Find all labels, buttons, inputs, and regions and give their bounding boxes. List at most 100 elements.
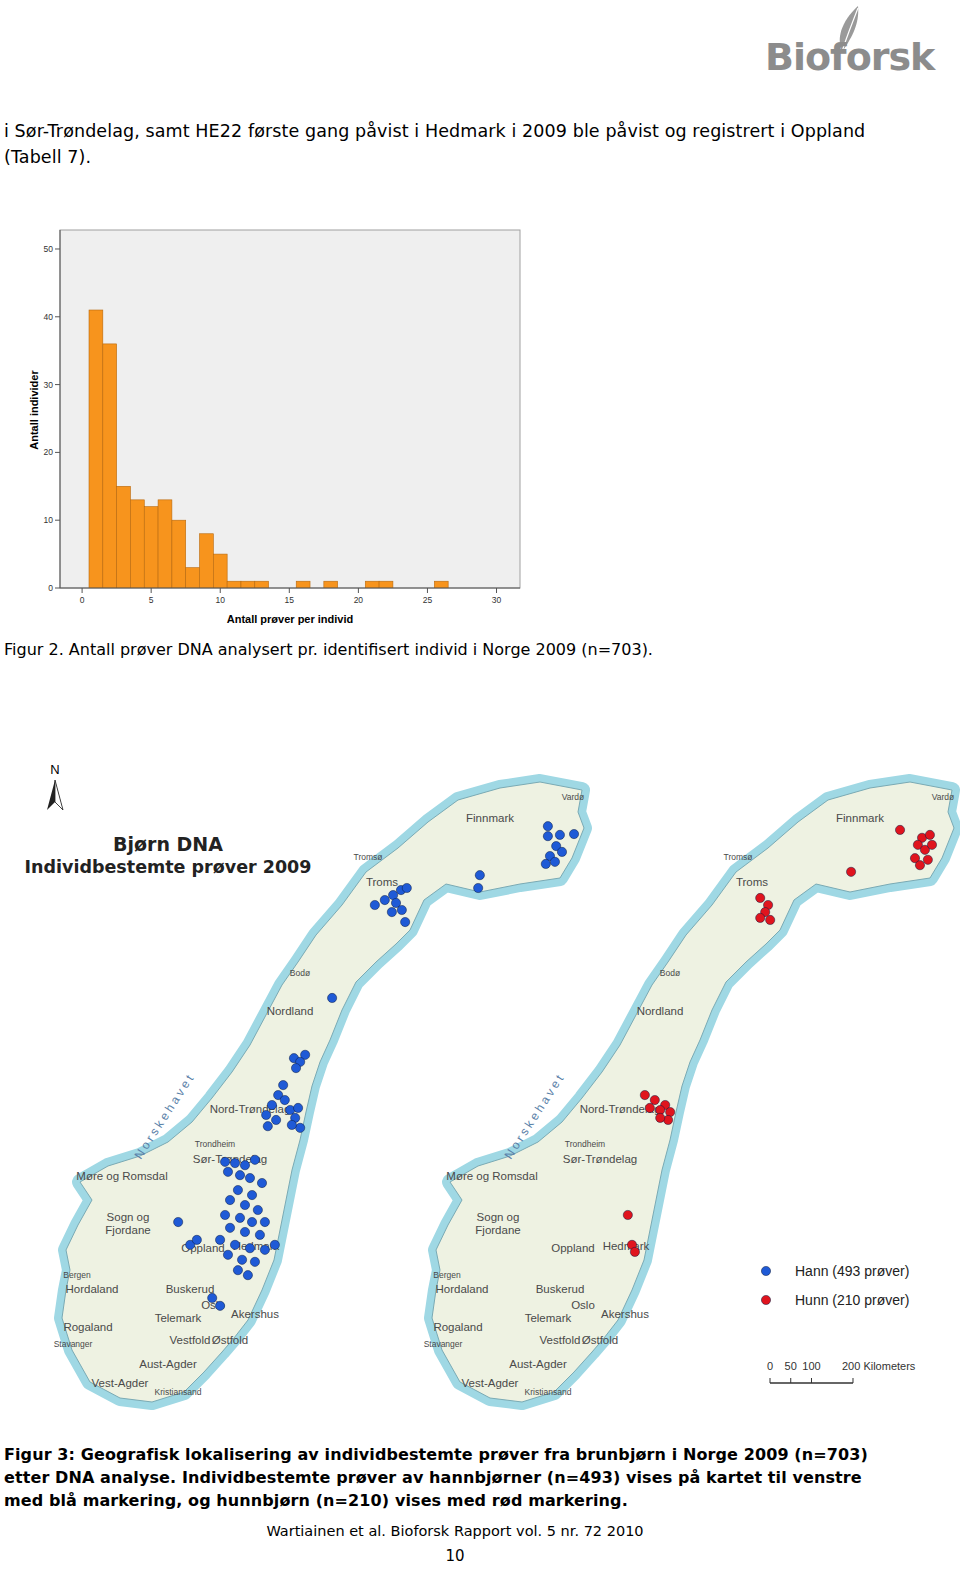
scale-bar-tick <box>770 1378 771 1383</box>
plot-area <box>60 230 520 588</box>
sample-point <box>756 913 765 922</box>
place-label: Tromsø <box>354 852 383 862</box>
figure-caption: Figur 3: Geografisk lokalisering av indi… <box>4 1443 904 1512</box>
scale-bar-tick <box>852 1378 853 1383</box>
sample-point <box>541 859 550 868</box>
sample-point <box>237 1255 246 1264</box>
x-tick <box>289 588 290 593</box>
sample-point <box>271 1115 280 1124</box>
sample-point <box>397 905 406 914</box>
sample-point <box>543 832 552 841</box>
y-tick <box>55 520 60 521</box>
x-tick-label: 15 <box>285 595 295 605</box>
bar <box>130 500 144 588</box>
sample-point <box>756 893 765 902</box>
place-label: Stavanger <box>424 1339 463 1349</box>
place-label: Vestfold <box>540 1334 581 1346</box>
sample-point <box>233 1185 242 1194</box>
sample-point <box>474 883 483 892</box>
y-tick-label: 50 <box>44 244 54 254</box>
place-label: Buskerud <box>166 1283 215 1295</box>
place-label: Troms <box>366 876 398 888</box>
place-label-line: Fjordane <box>105 1224 150 1236</box>
legend-label: Hunn (210 prøver) <box>795 1292 909 1308</box>
sample-point <box>220 1157 229 1166</box>
place-label: Kristiansand <box>525 1387 572 1397</box>
sample-point <box>250 1155 259 1164</box>
place-label: Vardø <box>932 792 955 802</box>
sample-point <box>255 1230 264 1239</box>
sample-point <box>192 1235 201 1244</box>
sample-point <box>243 1271 252 1280</box>
sample-point <box>287 1120 296 1129</box>
y-tick-label: 30 <box>44 380 54 390</box>
x-tick-label: 5 <box>149 595 154 605</box>
bars <box>89 310 448 588</box>
scale-bar-label: 200 Kilometers <box>842 1360 916 1372</box>
sample-point <box>240 1227 249 1236</box>
bar <box>186 568 200 588</box>
place-label: Bergen <box>433 1270 461 1280</box>
place-label: Hedmark <box>603 1240 650 1252</box>
y-tick <box>55 384 60 385</box>
sample-point <box>550 857 559 866</box>
land <box>432 782 954 1402</box>
sample-point <box>220 1210 229 1219</box>
y-tick-label: 40 <box>44 312 54 322</box>
north-arrow-half <box>55 780 63 810</box>
bar <box>365 581 379 588</box>
y-axis-line <box>60 230 61 588</box>
sample-point <box>925 830 934 839</box>
place-label: Vest-Agder <box>92 1377 149 1389</box>
y-tick <box>55 316 60 317</box>
place-label: Aust-Agder <box>139 1358 197 1370</box>
sample-point <box>250 1257 259 1266</box>
sample-point <box>225 1223 234 1232</box>
place-label: Møre og Romsdal <box>76 1170 167 1182</box>
x-tick-label: 30 <box>492 595 502 605</box>
sample-point <box>623 1210 632 1219</box>
place-label: Trondheim <box>565 1139 605 1149</box>
sample-point <box>895 825 904 834</box>
place-label: Nord-Trøndelag <box>210 1103 291 1115</box>
place-label: Sør-Trøndelag <box>563 1153 637 1165</box>
sample-point <box>260 1245 269 1254</box>
place-label: Rogaland <box>433 1321 482 1333</box>
bar <box>158 500 172 588</box>
place-label: Hordaland <box>65 1283 118 1295</box>
y-tick-label: 10 <box>44 515 54 525</box>
x-tick-label: 0 <box>80 595 85 605</box>
bar <box>434 581 448 588</box>
bar <box>172 520 186 588</box>
bar <box>241 581 255 588</box>
sample-point <box>260 1217 269 1226</box>
place-label: Hordaland <box>435 1283 488 1295</box>
sample-point <box>235 1171 244 1180</box>
sample-point <box>233 1266 242 1275</box>
x-axis-line <box>60 588 520 589</box>
histogram: 01020304050051015202530Antall prøver per… <box>28 230 520 625</box>
bar <box>200 534 214 588</box>
place-label: Norskehavet <box>131 1070 197 1162</box>
bar <box>213 554 227 588</box>
place-label: Nordland <box>637 1005 684 1017</box>
x-tick-label: 10 <box>216 595 226 605</box>
place-label: Nord-Trøndelag <box>580 1103 661 1115</box>
logo: Bioforsk <box>765 6 936 79</box>
north-arrow-shape <box>47 780 63 810</box>
sample-point <box>923 855 932 864</box>
place-label: Nordland <box>267 1005 314 1017</box>
body-text: i Sør-Trøndelag, samt HE22 første gang p… <box>4 118 904 170</box>
y-tick <box>55 588 60 589</box>
place-label: Østfold <box>582 1334 618 1346</box>
sample-point <box>656 1113 665 1122</box>
scale-bar: 050100200 Kilometers <box>767 1360 916 1383</box>
map: VardøFinnmarkTromsøTromsBodøNordlandNord… <box>424 782 955 1402</box>
place-label: Østfold <box>212 1334 248 1346</box>
sample-point <box>247 1190 256 1199</box>
x-tick-label: 25 <box>423 595 433 605</box>
place-label: Oppland <box>551 1242 594 1254</box>
place-label: Finnmark <box>836 812 884 824</box>
x-tick <box>496 588 497 593</box>
sample-point <box>215 1301 224 1310</box>
